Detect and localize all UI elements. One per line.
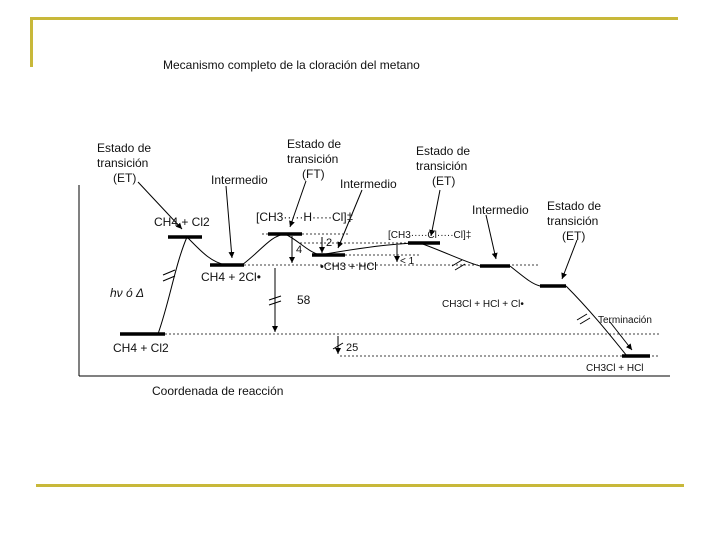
species-products: CH3Cl + HCl: [586, 363, 644, 374]
species-intermediate-1: CH4 + 2Cl•: [201, 270, 261, 284]
x-axis-label: Coordenada de reacción: [152, 384, 283, 398]
path-segment: [157, 236, 188, 335]
ts3-label: Estado de transición (ET): [416, 144, 473, 188]
ts4-label: Estado de transición (ET): [547, 199, 604, 243]
species-reactants: CH4 + Cl2: [113, 341, 169, 355]
energy-value: < 1: [400, 256, 415, 267]
break-mark: [162, 275, 176, 282]
intermediate-label-a: Intermedio: [211, 173, 268, 187]
left-decor-line: [30, 17, 33, 67]
activation-label: hν ó Δ: [110, 286, 144, 300]
energy-value: 4: [296, 244, 302, 256]
pointer-arrow: [337, 189, 363, 249]
break-mark: [579, 317, 591, 325]
path-segment: [509, 265, 541, 287]
activated-complex-2: [CH3·····Cl·····Cl]‡: [388, 230, 471, 241]
ts1-label: Estado de transición (ET): [97, 141, 154, 185]
break-mark: [454, 263, 466, 271]
break-mark: [268, 295, 282, 301]
intermediate-label-c: Intermedio: [472, 203, 529, 217]
break-mark: [576, 313, 588, 321]
break-mark: [451, 259, 463, 267]
energy-value: 2: [326, 237, 332, 249]
slide-title: Mecanismo completo de la cloración del m…: [163, 58, 420, 72]
path-segment: [284, 233, 321, 256]
species-intermediate-3: CH3Cl + HCl + Cl•: [442, 299, 524, 310]
ts2-label: Estado de transición (FT): [287, 137, 344, 181]
path-segment: [319, 242, 421, 256]
species-intermediate-2: •CH3 + HCl: [320, 261, 377, 273]
activated-complex-1: [CH3·····H·····Cl]‡: [256, 210, 353, 224]
energy-value: 58: [297, 293, 311, 307]
energy-value: 25: [346, 342, 358, 354]
pointer-arrow: [609, 321, 633, 351]
break-mark: [162, 269, 176, 276]
path-segment: [186, 236, 227, 266]
pointer-arrow: [137, 181, 183, 230]
pointer-arrow: [561, 239, 578, 280]
pointer-arrow: [429, 189, 441, 237]
terminacion-label: Terminación: [598, 315, 652, 326]
bottom-decor-line: [36, 484, 684, 487]
path-segment: [419, 242, 481, 267]
pointer-arrow: [289, 180, 307, 228]
path-segment: [241, 233, 286, 266]
break-mark: [332, 342, 344, 350]
pointer-arrow: [225, 185, 235, 259]
path-segment: [565, 285, 628, 357]
pointer-arrow: [485, 214, 498, 260]
species-reactants-ts: CH4 + Cl2: [154, 215, 210, 229]
top-decor-line: [30, 17, 678, 20]
break-mark: [268, 300, 282, 306]
intermediate-label-b: Intermedio: [340, 177, 397, 191]
